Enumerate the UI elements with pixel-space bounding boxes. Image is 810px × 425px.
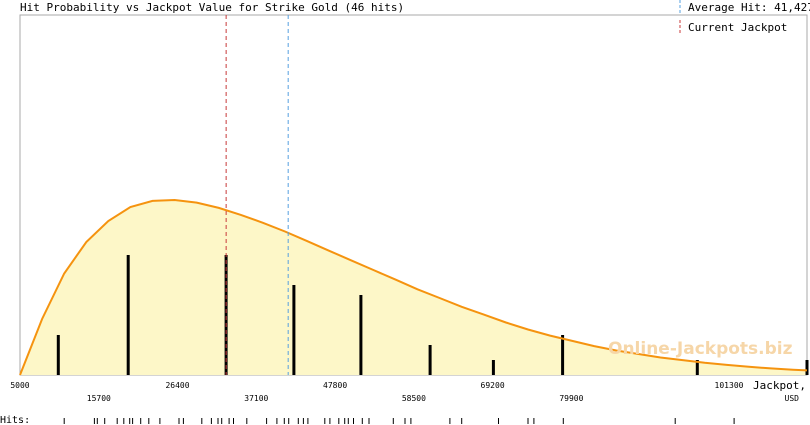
hit-bar [126,255,130,375]
x-tick-label: 47800 [323,381,347,390]
hit-bar [224,255,228,375]
x-tick-label: 26400 [165,381,189,390]
x-axis-ticks: 5000 26400 47800 69200 101300 15700 37100 58500… [10,381,743,403]
hit-bar [561,335,565,375]
hit-bars [56,255,809,375]
hits-label: Hits: [0,415,30,425]
x-tick-label: 69200 [481,381,505,390]
x-axis-label: Jackpot, [753,379,806,392]
x-tick-label: 15700 [87,394,111,403]
x-tick-label: 101300 [715,381,744,390]
hit-bar [805,360,809,375]
probability-area [20,200,807,375]
hit-bar [695,360,699,375]
hit-bar [491,360,495,375]
legend-average-hit: Average Hit: 41,427 [688,1,810,14]
hit-bar [56,335,60,375]
chart-title: Hit Probability vs Jackpot Value for Str… [20,1,404,14]
hits-strip [63,418,735,424]
x-tick-label: 5000 [10,381,29,390]
watermark: Online-Jackpots.biz [608,339,793,359]
probability-curve [19,198,808,376]
hit-bar [428,345,432,375]
hit-bar [359,295,363,375]
x-tick-label: 37100 [244,394,268,403]
legend-current-jackpot: Current Jackpot [688,21,787,34]
hit-bar [292,285,296,375]
x-tick-label: 79900 [559,394,583,403]
x-axis-unit: USD [785,394,800,403]
x-tick-label: 58500 [402,394,426,403]
